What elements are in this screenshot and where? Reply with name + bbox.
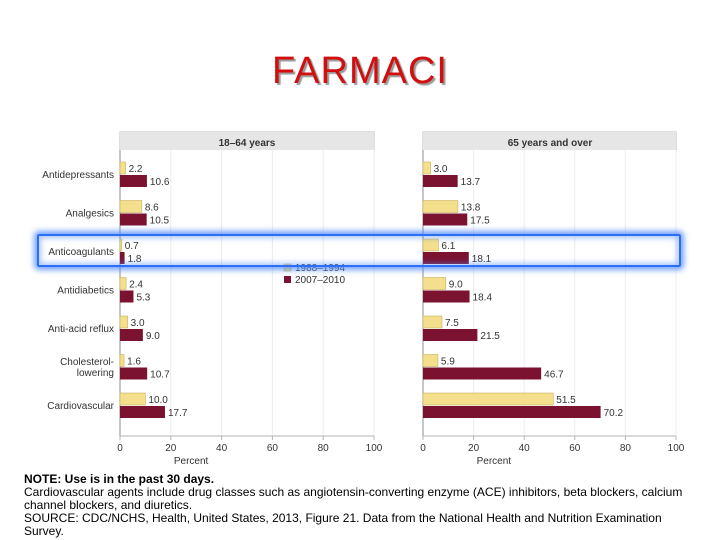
panel-title: 18–64 years [219,138,276,149]
data-label: 9.0 [449,280,463,291]
panel-frame [119,131,375,437]
figure-note: NOTE: Use is in the past 30 days. Cardio… [24,473,704,538]
tick-label: 60 [267,443,279,454]
data-label: 51.5 [556,395,576,406]
data-label: 1.8 [128,254,142,265]
data-label: 17.7 [168,408,188,419]
category-label: lowering [77,368,114,379]
bar-chart: 18–64 years 0 20 40 60 80 100 Percent 2.2 10.6 Ant… [42,131,685,467]
data-label: 10.5 [150,216,170,227]
data-label: 8.6 [145,203,159,214]
bar [119,354,125,367]
category-label: Anti-acid reflux [48,324,114,335]
tick-label: 0 [420,443,426,454]
note-line: NOTE: Use is in the past 30 days. [24,472,215,486]
data-label: 10.0 [148,395,168,406]
legend-swatch [283,263,292,272]
tick-label: 100 [668,443,685,454]
slide-title: FARMACI [272,50,448,92]
data-label: 9.0 [146,331,160,342]
data-label: 3.0 [131,318,145,329]
bar [120,406,165,418]
bar [120,290,134,303]
tick-label: 20 [468,443,480,454]
panel-title: 65 years and over [508,138,593,149]
data-label: 7.5 [445,318,459,329]
bar [119,161,126,175]
data-label: 5.9 [441,357,455,368]
tick-label: 40 [519,443,531,454]
bar [119,238,123,252]
data-label: 18.1 [472,254,492,265]
data-label: 70.2 [604,408,624,419]
tick-label: 100 [366,443,383,454]
data-label: 10.6 [150,177,170,188]
bar [422,200,459,213]
tick-label: 80 [318,443,330,454]
bar [422,277,447,290]
bar [423,290,470,303]
data-label: 18.4 [473,293,493,304]
x-axis-label: Percent [477,456,512,467]
bar [120,252,125,264]
bar [423,367,542,380]
category-label: Analgesics [66,209,114,220]
data-label: 46.7 [544,370,564,381]
bar [119,315,128,329]
bar [120,213,147,226]
category-label: Anticoagulants [48,247,114,258]
bar [422,238,439,252]
data-label: 3.0 [434,164,448,175]
bar [422,315,443,329]
data-label: 2.2 [129,164,143,175]
data-label: 10.7 [150,370,170,381]
bar [120,175,147,187]
bar [423,406,601,418]
data-label: 13.8 [461,203,481,214]
x-axis-label: Percent [174,456,209,467]
note-source: SOURCE: CDC/NCHS, Health, United States,… [24,511,665,538]
bar [423,329,478,341]
category-label: Cholesterol- [60,357,114,368]
note-definition: Cardiovascular agents include drug class… [24,485,686,512]
tick-label: 80 [620,443,632,454]
legend-label: 2007–2010 [295,275,345,286]
data-label: 17.5 [470,216,490,227]
category-label: Antidepressants [42,170,114,181]
bar [422,354,439,367]
tick-label: 60 [569,443,581,454]
legend-label: 1988–1994 [295,263,345,274]
bar [422,161,431,175]
bar [119,200,143,213]
bar [119,392,146,406]
data-label: 0.7 [125,241,139,252]
figure: 18–64 years 0 20 40 60 80 100 Percent 2.2 10.6 Ant… [30,124,690,472]
bar [422,392,554,406]
category-label: Cardiovascular [47,401,114,412]
category-label: Antidiabetics [57,286,114,297]
panel-header [120,132,374,150]
bar [119,277,127,290]
data-label: 6.1 [441,241,455,252]
legend-swatch [284,276,291,283]
data-label: 13.7 [461,177,481,188]
data-label: 21.5 [480,331,500,342]
data-label: 2.4 [129,280,143,291]
tick-label: 40 [216,443,228,454]
tick-label: 20 [165,443,177,454]
data-label: 1.6 [127,357,141,368]
bar [423,175,458,187]
tick-label: 0 [117,443,123,454]
data-label: 5.3 [136,293,150,304]
bar [423,252,469,264]
bar [423,213,468,226]
bar [120,329,143,341]
bar [120,367,148,380]
panel-header [423,132,676,150]
